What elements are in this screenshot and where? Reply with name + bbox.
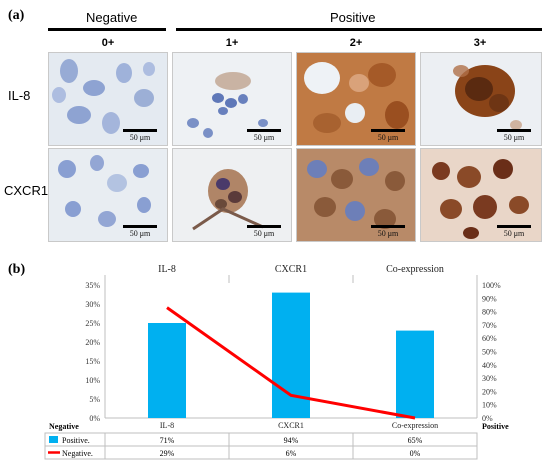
grade-label-3: 3+ bbox=[473, 37, 487, 49]
right-axis-header: Positive bbox=[482, 422, 509, 431]
bar bbox=[396, 330, 434, 418]
row-label-il8: IL-8 bbox=[8, 88, 31, 103]
category-top-label: CXCR1 bbox=[275, 264, 307, 275]
left-tick-label: 25% bbox=[85, 319, 100, 328]
left-tick-label: 30% bbox=[85, 300, 100, 309]
left-tick-label: 5% bbox=[89, 395, 100, 404]
right-tick-label: 60% bbox=[482, 334, 497, 343]
table-cell-value: 94% bbox=[284, 436, 299, 445]
micrograph-cells bbox=[192, 169, 264, 231]
bar-line-chart: 0% 5% 10% 15% 20% 25% 30% 35% 0% 10% 20% 30% 40% 50%… bbox=[44, 264, 509, 460]
negative-line bbox=[166, 306, 416, 420]
scale-bar: 50 μm bbox=[366, 129, 410, 142]
right-tick-label: 0% bbox=[482, 414, 493, 423]
left-tick-label: 0% bbox=[89, 414, 100, 423]
right-tick-label: 90% bbox=[482, 294, 497, 303]
micrograph-cxcr1-3plus: 50 μm bbox=[420, 148, 542, 242]
micrograph-cxcr1-2plus: 50 μm bbox=[296, 148, 416, 242]
micrograph-cells bbox=[453, 65, 522, 130]
right-tick-label: 80% bbox=[482, 308, 497, 317]
scale-bar: 50 μm bbox=[492, 129, 536, 142]
scale-bar: 50 μm bbox=[118, 129, 162, 142]
micrograph-il8-1plus: 50 μm bbox=[172, 52, 292, 146]
scale-bar: 50 μm bbox=[118, 225, 162, 238]
right-tick-label: 10% bbox=[482, 401, 497, 410]
right-tick-label: 70% bbox=[482, 321, 497, 330]
left-tick-label: 10% bbox=[85, 376, 100, 385]
scale-bar: 50 μm bbox=[492, 225, 536, 238]
right-tick-label: 50% bbox=[482, 348, 497, 357]
micrograph-cells bbox=[58, 155, 151, 227]
category-axis-label: IL-8 bbox=[160, 421, 174, 430]
right-tick-label: 20% bbox=[482, 387, 497, 396]
left-tick-label: 20% bbox=[85, 338, 100, 347]
micrograph-cells bbox=[52, 59, 155, 134]
category-axis-label: CXCR1 bbox=[278, 421, 304, 430]
micrograph-il8-0plus: 50 μm bbox=[48, 52, 168, 146]
table-cell-value: 29% bbox=[160, 449, 175, 458]
micrograph-cxcr1-1plus: 50 μm bbox=[172, 148, 292, 242]
micrograph-cells bbox=[307, 158, 405, 229]
right-tick-label: 40% bbox=[482, 361, 497, 370]
micrograph-cells bbox=[432, 159, 529, 239]
scale-bar: 50 μm bbox=[366, 225, 410, 238]
positive-group-rule bbox=[176, 28, 542, 31]
micrograph-il8-3plus: 50 μm bbox=[420, 52, 542, 146]
category-axis-label: Co-expression bbox=[392, 421, 438, 430]
scale-bar: 50 μm bbox=[242, 129, 286, 142]
table-row-label: Positive. bbox=[62, 436, 90, 445]
table-cell-value: 6% bbox=[286, 449, 297, 458]
left-tick-label: 35% bbox=[85, 281, 100, 290]
panel-b-label: (b) bbox=[8, 262, 26, 277]
table-cell-value: 65% bbox=[408, 436, 423, 445]
positive-group-label: Positive bbox=[330, 10, 376, 25]
grade-label-2: 2+ bbox=[349, 37, 363, 49]
table-header-label: Negative bbox=[49, 422, 79, 431]
legend-swatch-positive bbox=[49, 436, 58, 443]
right-tick-label: 100% bbox=[482, 281, 501, 290]
category-top-label: Co-expression bbox=[386, 264, 444, 275]
grade-label-0: 0+ bbox=[101, 37, 115, 49]
row-label-cxcr1: CXCR1 bbox=[4, 183, 49, 198]
panel-a-label: (a) bbox=[8, 8, 25, 23]
table-cell-value: 71% bbox=[160, 436, 175, 445]
negative-group-label: Negative bbox=[86, 10, 138, 25]
grade-label-1: 1+ bbox=[225, 37, 239, 49]
micrograph-cxcr1-0plus: 50 μm bbox=[48, 148, 168, 242]
bar bbox=[148, 323, 186, 418]
micrograph-il8-2plus: 50 μm bbox=[296, 52, 416, 146]
scale-bar: 50 μm bbox=[242, 225, 286, 238]
left-tick-label: 15% bbox=[85, 357, 100, 366]
micrograph-cells bbox=[187, 72, 268, 138]
table-row-label: Negative. bbox=[62, 449, 93, 458]
category-top-label: IL-8 bbox=[158, 264, 176, 275]
right-tick-label: 30% bbox=[482, 374, 497, 383]
table-cell-value: 0% bbox=[410, 449, 421, 458]
negative-group-rule bbox=[48, 28, 166, 31]
